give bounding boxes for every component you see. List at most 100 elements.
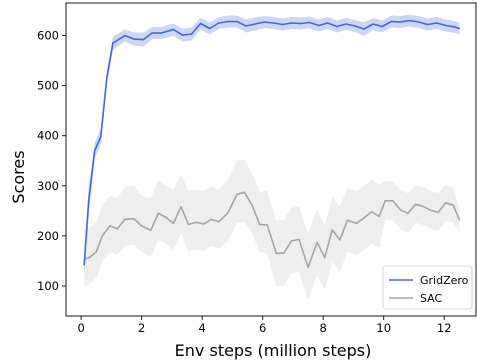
data-point-gridzero [454,26,456,28]
x-axis-ticks: 0 2 4 6 8 10 12 [77,316,452,335]
y-tick-label: 100 [37,279,59,293]
x-tick-label: 2 [138,321,145,335]
x-tick-label: 10 [376,321,391,335]
data-point-sac [210,218,212,221]
y-axis-ticks: 100 200 300 400 500 600 [37,29,66,293]
data-point-sac [370,211,373,213]
data-point-gridzero [245,25,247,27]
data-point-sac [414,203,417,206]
confidence-bands [84,14,460,300]
data-point-sac [157,212,160,215]
x-tick-label: 0 [77,321,84,335]
data-point-sac [101,235,104,237]
data-point-sac [378,215,381,218]
data-point-gridzero [83,264,85,266]
series-line-sac [83,191,461,269]
data-point-sac [363,217,365,219]
data-point-gridzero [317,24,320,27]
data-point-gridzero [236,20,238,23]
data-point-sac [452,204,455,207]
data-point-sac [331,229,334,231]
legend: GridZero SAC [382,265,473,310]
data-point-sac [95,251,98,253]
x-tick-label: 6 [259,321,266,335]
data-point-gridzero [112,42,114,44]
data-point-sac [258,223,261,226]
data-point-sac [133,218,135,220]
y-tick-label: 500 [37,79,59,93]
data-point-gridzero [160,32,163,34]
data-point-sac [180,206,182,208]
data-point-sac [422,205,424,208]
x-tick-label: 4 [198,321,205,335]
data-point-sac [437,211,440,214]
legend-label-sac: SAC [420,292,443,305]
data-point-sac [89,256,91,258]
data-point-sac [283,252,285,254]
data-point-gridzero [272,22,275,24]
data-point-sac [172,222,175,225]
data-point-sac [290,240,293,242]
x-tick-label: 12 [437,321,452,335]
data-point-gridzero [390,20,393,23]
data-point-gridzero [363,28,365,30]
data-point-sac [407,212,409,215]
plot-frame [65,2,477,317]
legend-label-gridzero: GridZero [420,274,469,287]
data-point-gridzero [381,25,384,28]
data-point-sac [243,191,246,194]
data-point-gridzero [326,22,329,24]
data-point-sac [458,219,461,221]
y-axis-label: Scores [9,150,28,203]
data-point-gridzero [181,34,184,36]
data-point-gridzero [208,27,211,30]
data-point-gridzero [190,33,193,35]
data-point-gridzero [263,21,266,23]
data-point-gridzero [354,25,356,27]
y-tick-label: 400 [37,129,59,143]
data-point-sac [266,224,269,226]
data-point-sac [165,216,167,219]
data-point-gridzero [151,32,153,34]
data-point-sac [444,202,447,204]
x-tick-label: 8 [320,321,327,335]
data-point-sac [392,200,394,202]
y-tick-label: 300 [37,179,59,193]
band-gridzero [84,14,460,273]
data-point-gridzero [218,22,220,24]
data-point-gridzero [444,24,447,27]
data-point-sac [429,209,432,212]
data-point-gridzero [199,22,202,25]
band-sac [84,159,460,300]
data-point-sac [298,238,300,241]
data-point-gridzero [290,22,293,24]
y-tick-label: 600 [37,29,59,43]
data-point-gridzero [336,25,338,28]
data-point-sac [202,223,205,225]
data-point-gridzero [106,77,108,79]
series-line-gridzero [83,19,460,265]
data-point-sac [109,225,111,227]
data-point-gridzero [408,19,411,22]
data-point-sac [275,252,278,255]
data-point-gridzero [142,38,144,41]
data-point-gridzero [100,135,102,138]
data-point-sac [227,212,229,214]
data-point-gridzero [133,38,135,40]
y-tick-label: 200 [37,229,59,243]
data-point-gridzero [172,28,175,31]
data-point-gridzero [227,20,229,23]
data-point-sac [316,241,318,244]
data-point-gridzero [281,23,284,26]
data-point-sac [323,256,326,259]
data-point-sac [149,229,152,232]
data-point-sac [236,193,238,196]
data-point-sac [307,266,309,269]
data-point-gridzero [299,22,302,25]
data-point-sac [251,204,253,207]
x-axis-label: Env steps (million steps) [175,341,372,360]
data-point-gridzero [372,23,374,25]
data-point-gridzero [124,34,126,37]
data-point-sac [116,228,119,230]
